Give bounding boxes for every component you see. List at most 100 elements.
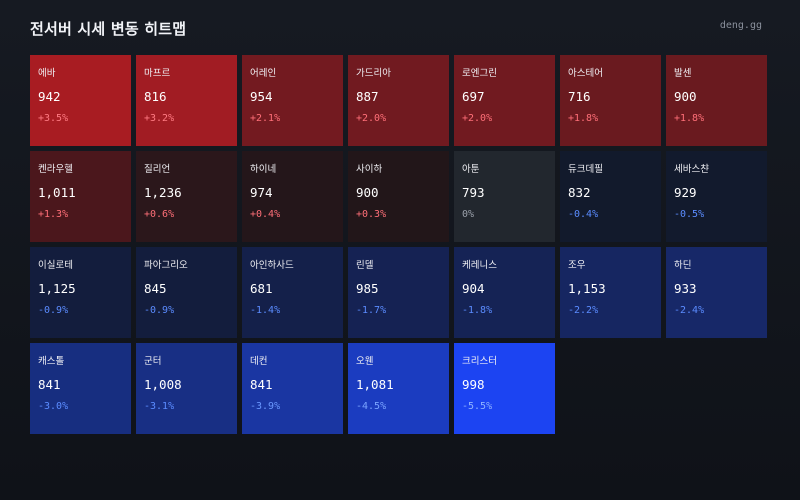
- server-name: 케레니스: [462, 260, 497, 271]
- server-name: 가드리아: [356, 68, 391, 79]
- server-price: 832: [568, 185, 591, 200]
- server-price: 1,153: [568, 281, 606, 296]
- heatmap-cell[interactable]: 오웬 1,081 -4.5%: [348, 343, 449, 434]
- price-change: +1.3%: [38, 209, 69, 220]
- server-name: 에바: [38, 68, 56, 79]
- heatmap-cell[interactable]: 듀크데필 832 -0.4%: [560, 151, 661, 242]
- price-change: +0.6%: [144, 209, 175, 220]
- price-change: +2.1%: [250, 113, 281, 124]
- server-price: 1,081: [356, 377, 394, 392]
- server-price: 841: [38, 377, 61, 392]
- server-price: 900: [356, 185, 379, 200]
- heatmap-cell[interactable]: 하딘 933 -2.4%: [666, 247, 767, 338]
- price-change: -0.5%: [674, 209, 705, 220]
- server-name: 발센: [674, 68, 692, 79]
- server-name: 켄라우헬: [38, 164, 73, 175]
- price-change: -4.5%: [356, 401, 387, 412]
- server-price: 954: [250, 89, 273, 104]
- heatmap-cell[interactable]: 발센 900 +1.8%: [666, 55, 767, 146]
- heatmap-cell[interactable]: 하이네 974 +0.4%: [242, 151, 343, 242]
- server-name: 캐스톨: [38, 356, 65, 367]
- heatmap-cell[interactable]: 데컨 841 -3.9%: [242, 343, 343, 434]
- server-price: 1,011: [38, 185, 76, 200]
- heatmap-cell[interactable]: 아스테어 716 +1.8%: [560, 55, 661, 146]
- heatmap-cell[interactable]: 로엔그린 697 +2.0%: [454, 55, 555, 146]
- page-header: 전서버 시세 변동 히트맵 deng.gg: [30, 18, 770, 40]
- price-change: -3.0%: [38, 401, 69, 412]
- heatmap-cell[interactable]: 아툰 793 0%: [454, 151, 555, 242]
- price-change: -1.4%: [250, 305, 281, 316]
- price-change: -3.9%: [250, 401, 281, 412]
- price-change: +0.4%: [250, 209, 281, 220]
- price-change: -3.1%: [144, 401, 175, 412]
- server-name: 어레인: [250, 68, 277, 79]
- server-name: 데컨: [250, 356, 268, 367]
- server-name: 이실로테: [38, 260, 73, 271]
- server-price: 887: [356, 89, 379, 104]
- heatmap-cell[interactable]: 이실로테 1,125 -0.9%: [30, 247, 131, 338]
- heatmap-cell[interactable]: 사이하 900 +0.3%: [348, 151, 449, 242]
- server-name: 오웬: [356, 356, 374, 367]
- heatmap-cell[interactable]: 케레니스 904 -1.8%: [454, 247, 555, 338]
- heatmap-cell[interactable]: 파아그리오 845 -0.9%: [136, 247, 237, 338]
- price-change: +2.0%: [462, 113, 493, 124]
- price-change: -2.4%: [674, 305, 705, 316]
- heatmap-cell[interactable]: 가드리아 887 +2.0%: [348, 55, 449, 146]
- server-price: 998: [462, 377, 485, 392]
- heatmap-cell[interactable]: 아인하사드 681 -1.4%: [242, 247, 343, 338]
- price-change: -5.5%: [462, 401, 493, 412]
- price-change: -1.7%: [356, 305, 387, 316]
- server-name: 파아그리오: [144, 260, 188, 271]
- server-price: 904: [462, 281, 485, 296]
- server-name: 아툰: [462, 164, 480, 175]
- server-name: 듀크데필: [568, 164, 603, 175]
- server-price: 942: [38, 89, 61, 104]
- heatmap-cell[interactable]: 켄라우헬 1,011 +1.3%: [30, 151, 131, 242]
- page-title: 전서버 시세 변동 히트맵: [30, 20, 187, 38]
- server-price: 816: [144, 89, 167, 104]
- server-name: 아인하사드: [250, 260, 294, 271]
- heatmap-cell[interactable]: 질리언 1,236 +0.6%: [136, 151, 237, 242]
- server-name: 아스테어: [568, 68, 603, 79]
- price-change: +2.0%: [356, 113, 387, 124]
- server-price: 793: [462, 185, 485, 200]
- server-name: 사이하: [356, 164, 383, 175]
- server-name: 하딘: [674, 260, 692, 271]
- server-price: 1,125: [38, 281, 76, 296]
- price-change: -1.8%: [462, 305, 493, 316]
- price-change: -0.9%: [38, 305, 69, 316]
- price-change: -0.9%: [144, 305, 175, 316]
- heatmap-cell[interactable]: 조우 1,153 -2.2%: [560, 247, 661, 338]
- heatmap-cell[interactable]: 크리스터 998 -5.5%: [454, 343, 555, 434]
- heatmap-grid: 에바 942 +3.5% 마프르 816 +3.2% 어레인 954 +2.1% 가드리아 887 +…: [30, 55, 767, 435]
- heatmap-cell[interactable]: 어레인 954 +2.1%: [242, 55, 343, 146]
- server-name: 군터: [144, 356, 162, 367]
- server-price: 697: [462, 89, 485, 104]
- heatmap-cell[interactable]: 캐스톨 841 -3.0%: [30, 343, 131, 434]
- server-price: 974: [250, 185, 273, 200]
- heatmap-cell[interactable]: 마프르 816 +3.2%: [136, 55, 237, 146]
- heatmap-cell[interactable]: 린델 985 -1.7%: [348, 247, 449, 338]
- price-change: -0.4%: [568, 209, 599, 220]
- price-change: +3.2%: [144, 113, 175, 124]
- heatmap-cell[interactable]: 세바스챤 929 -0.5%: [666, 151, 767, 242]
- server-price: 841: [250, 377, 273, 392]
- server-name: 세바스챤: [674, 164, 709, 175]
- server-name: 린델: [356, 260, 374, 271]
- server-price: 716: [568, 89, 591, 104]
- server-name: 조우: [568, 260, 586, 271]
- server-price: 929: [674, 185, 697, 200]
- server-name: 질리언: [144, 164, 171, 175]
- server-price: 1,236: [144, 185, 182, 200]
- server-name: 하이네: [250, 164, 277, 175]
- brand-label[interactable]: deng.gg: [719, 20, 762, 31]
- price-change: +1.8%: [568, 113, 599, 124]
- price-change: 0%: [462, 209, 475, 220]
- heatmap-cell[interactable]: 에바 942 +3.5%: [30, 55, 131, 146]
- server-price: 933: [674, 281, 697, 296]
- server-name: 마프르: [144, 68, 171, 79]
- server-price: 985: [356, 281, 379, 296]
- price-change: +3.5%: [38, 113, 69, 124]
- price-change: +0.3%: [356, 209, 387, 220]
- heatmap-cell[interactable]: 군터 1,008 -3.1%: [136, 343, 237, 434]
